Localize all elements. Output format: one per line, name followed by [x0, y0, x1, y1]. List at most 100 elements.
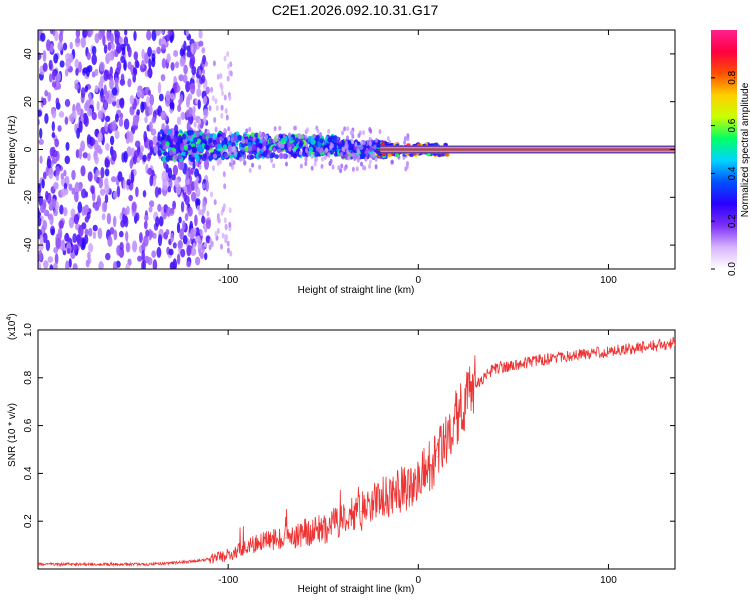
noise-cell	[160, 111, 166, 119]
noise-cell	[38, 195, 44, 207]
noise-cell	[88, 227, 93, 237]
signal-cell	[193, 137, 198, 143]
snr-data-point	[113, 563, 115, 565]
y-tick-label: 40	[23, 48, 34, 60]
halo-cell	[282, 133, 286, 139]
noise-cell	[109, 135, 115, 146]
noise-cell	[138, 232, 143, 244]
noise-cell	[184, 212, 189, 222]
noise-cell	[100, 166, 105, 179]
noise-cell	[223, 234, 227, 241]
noise-cell	[134, 140, 141, 148]
noise-cell	[160, 74, 166, 82]
noise-cell	[46, 39, 51, 52]
noise-cell	[48, 59, 53, 70]
noise-cell	[85, 259, 90, 268]
noise-cell	[41, 178, 45, 189]
snr-data-point	[626, 348, 629, 350]
noise-cell	[80, 140, 86, 152]
halo-cell	[327, 152, 331, 158]
noise-cell	[126, 178, 131, 186]
signal-cell	[251, 144, 257, 151]
noise-cell	[53, 181, 59, 190]
noise-cell	[186, 261, 192, 268]
halo-cell	[321, 156, 324, 162]
signal-cell	[254, 132, 259, 138]
noise-cell	[49, 264, 54, 269]
noise-cell	[114, 77, 119, 89]
halo-cell	[360, 161, 363, 167]
signal-cell	[350, 152, 356, 157]
noise-cell	[141, 48, 145, 60]
halo-cell	[349, 130, 353, 136]
snr-data-point	[322, 527, 324, 530]
noise-cell	[58, 111, 65, 118]
noise-cell	[203, 252, 208, 261]
spectrogram-x-ticks: -100 0 100	[218, 30, 617, 286]
noise-cell	[193, 41, 197, 54]
signal-cell	[274, 154, 279, 159]
noise-cell	[187, 206, 193, 217]
signal-cell	[368, 146, 374, 152]
noise-cell	[169, 101, 175, 110]
noise-cell	[47, 91, 52, 102]
snr-series-line	[38, 336, 675, 568]
colorbar: 0.0 0.2 0.4 0.6 0.8 Normalized spectral ampl…	[711, 30, 750, 276]
halo-cell	[319, 132, 322, 138]
snr-data-point	[227, 554, 229, 556]
noise-cell	[194, 236, 198, 243]
noise-cell	[38, 138, 44, 146]
halo-cell	[346, 126, 350, 132]
halo-cell	[368, 163, 371, 169]
signal-cell	[166, 135, 171, 140]
noise-cell	[206, 210, 210, 217]
halo-cell	[251, 162, 255, 168]
noise-cell	[223, 217, 227, 224]
halo-cell	[293, 125, 297, 131]
noise-cell	[194, 185, 198, 192]
noise-cell	[42, 50, 47, 62]
noise-cell	[120, 55, 126, 64]
noise-cell	[188, 106, 193, 118]
noise-cell	[152, 175, 157, 187]
noise-cell	[60, 172, 65, 180]
halo-cell	[278, 125, 282, 131]
noise-cell	[53, 209, 59, 217]
noise-cell	[165, 90, 171, 101]
noise-cell	[203, 108, 209, 118]
signal-cell	[244, 145, 249, 152]
halo-cell	[353, 156, 357, 161]
halo-cell	[360, 140, 364, 145]
snr-data-point	[474, 384, 476, 386]
noise-cell	[133, 149, 140, 158]
noise-cell	[205, 235, 211, 244]
signal-cell	[255, 138, 260, 145]
signal-cell	[175, 142, 180, 150]
halo-cell	[285, 161, 288, 167]
noise-cell	[118, 230, 124, 238]
y-tick-label: 20	[23, 96, 34, 108]
noise-cell	[103, 69, 109, 82]
snr-y-scale-label: (x104)	[6, 313, 18, 340]
noise-cell	[78, 147, 82, 160]
noise-cell	[100, 95, 106, 103]
noise-cell	[202, 200, 206, 207]
noise-cell	[104, 115, 111, 123]
noise-cell	[164, 34, 171, 42]
noise-cell	[105, 252, 111, 261]
noise-cell	[147, 167, 153, 176]
noise-cell	[198, 209, 202, 216]
noise-cell	[64, 233, 70, 242]
noise-cell	[143, 52, 149, 64]
noise-cell	[80, 87, 86, 99]
snr-frame	[37, 329, 676, 570]
signal-cell	[195, 131, 200, 138]
halo-cell	[258, 130, 262, 136]
noise-cell	[75, 67, 79, 76]
snr-data-point	[493, 367, 495, 369]
noise-cell	[72, 244, 78, 251]
noise-cell	[203, 95, 207, 102]
noise-cell	[220, 84, 224, 91]
noise-cell	[44, 113, 49, 124]
noise-cell	[53, 53, 59, 64]
